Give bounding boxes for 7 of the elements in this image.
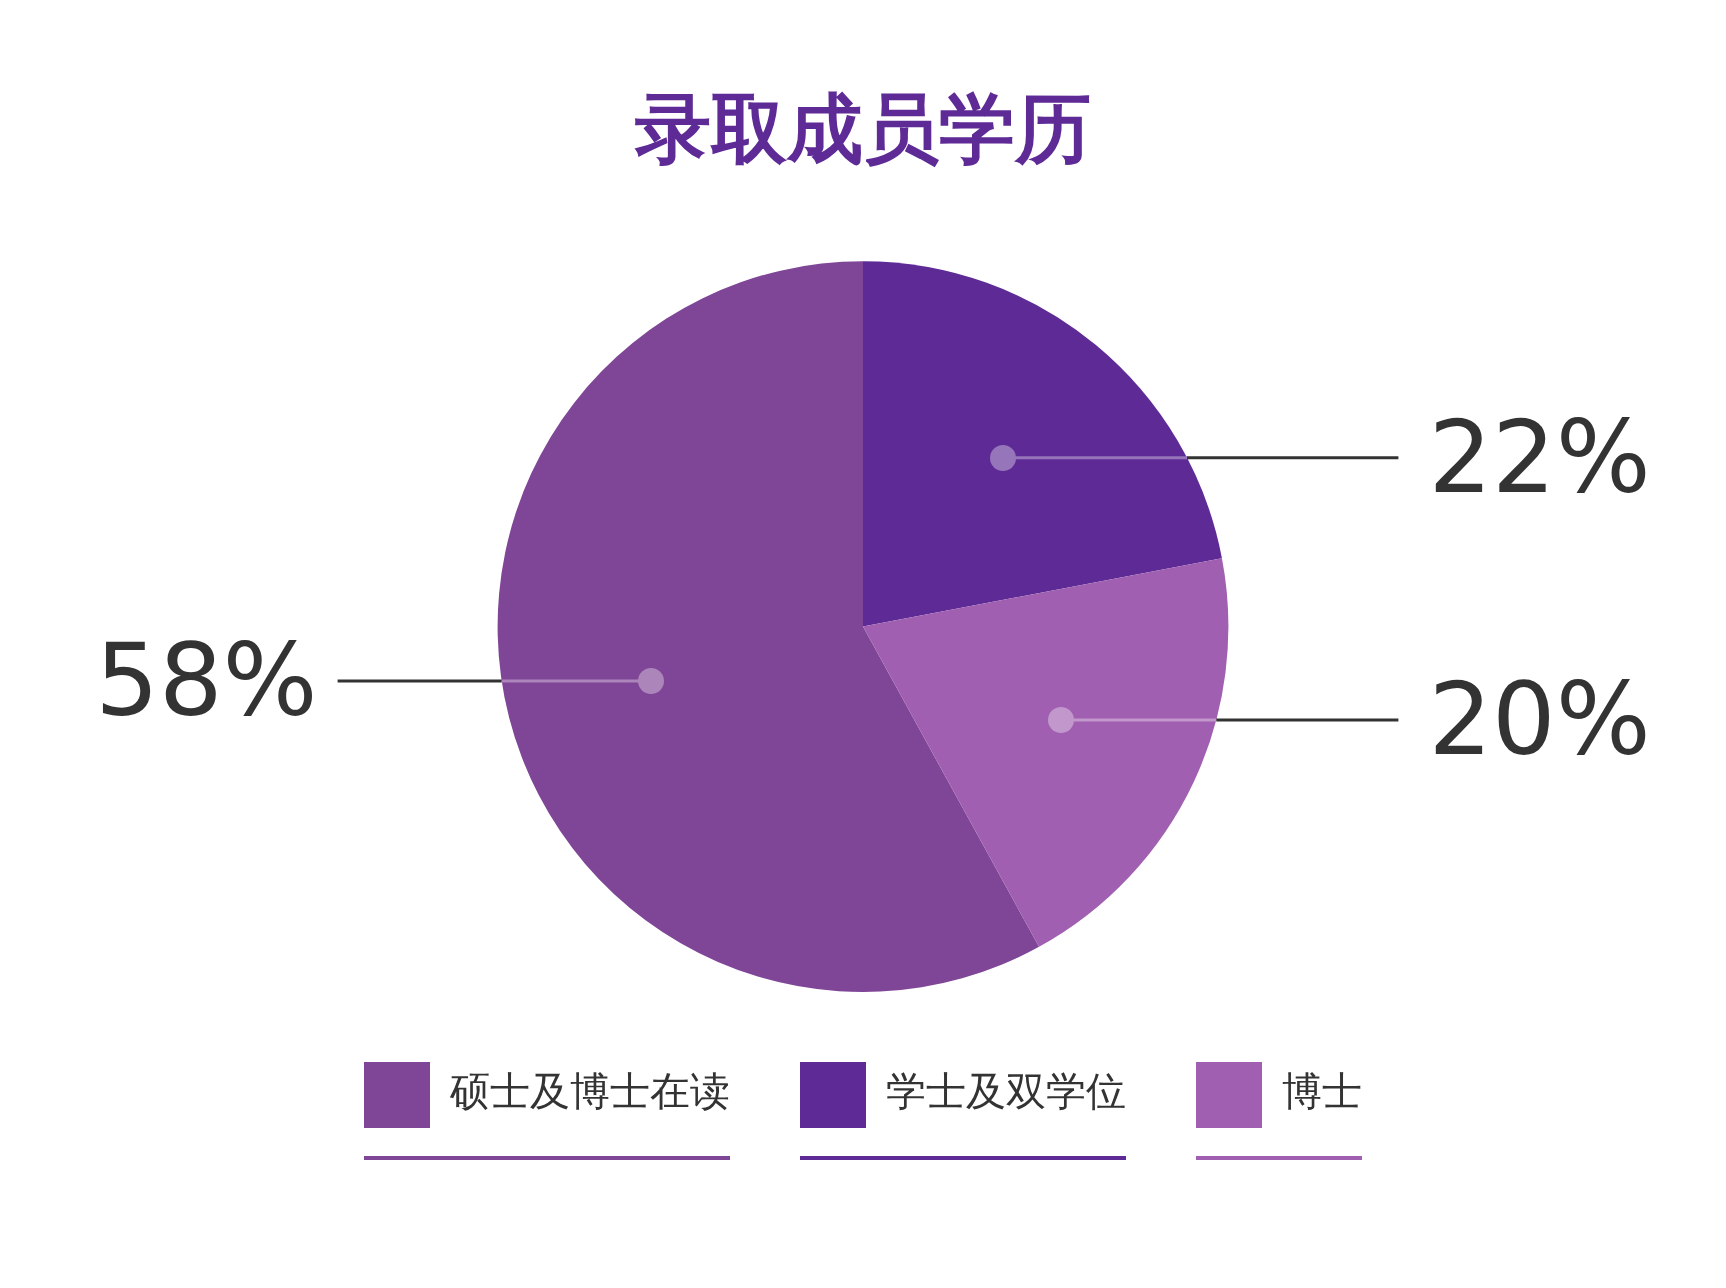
legend-label: 博士: [1282, 1068, 1362, 1115]
data-label: 58%: [95, 622, 318, 740]
data-label: 20%: [1428, 660, 1651, 778]
chart-title: 录取成员学历: [634, 84, 1091, 174]
data-label: 22%: [1428, 398, 1651, 516]
legend-label: 学士及双学位: [886, 1068, 1126, 1115]
legend-label: 硕士及博士在读: [449, 1068, 730, 1115]
